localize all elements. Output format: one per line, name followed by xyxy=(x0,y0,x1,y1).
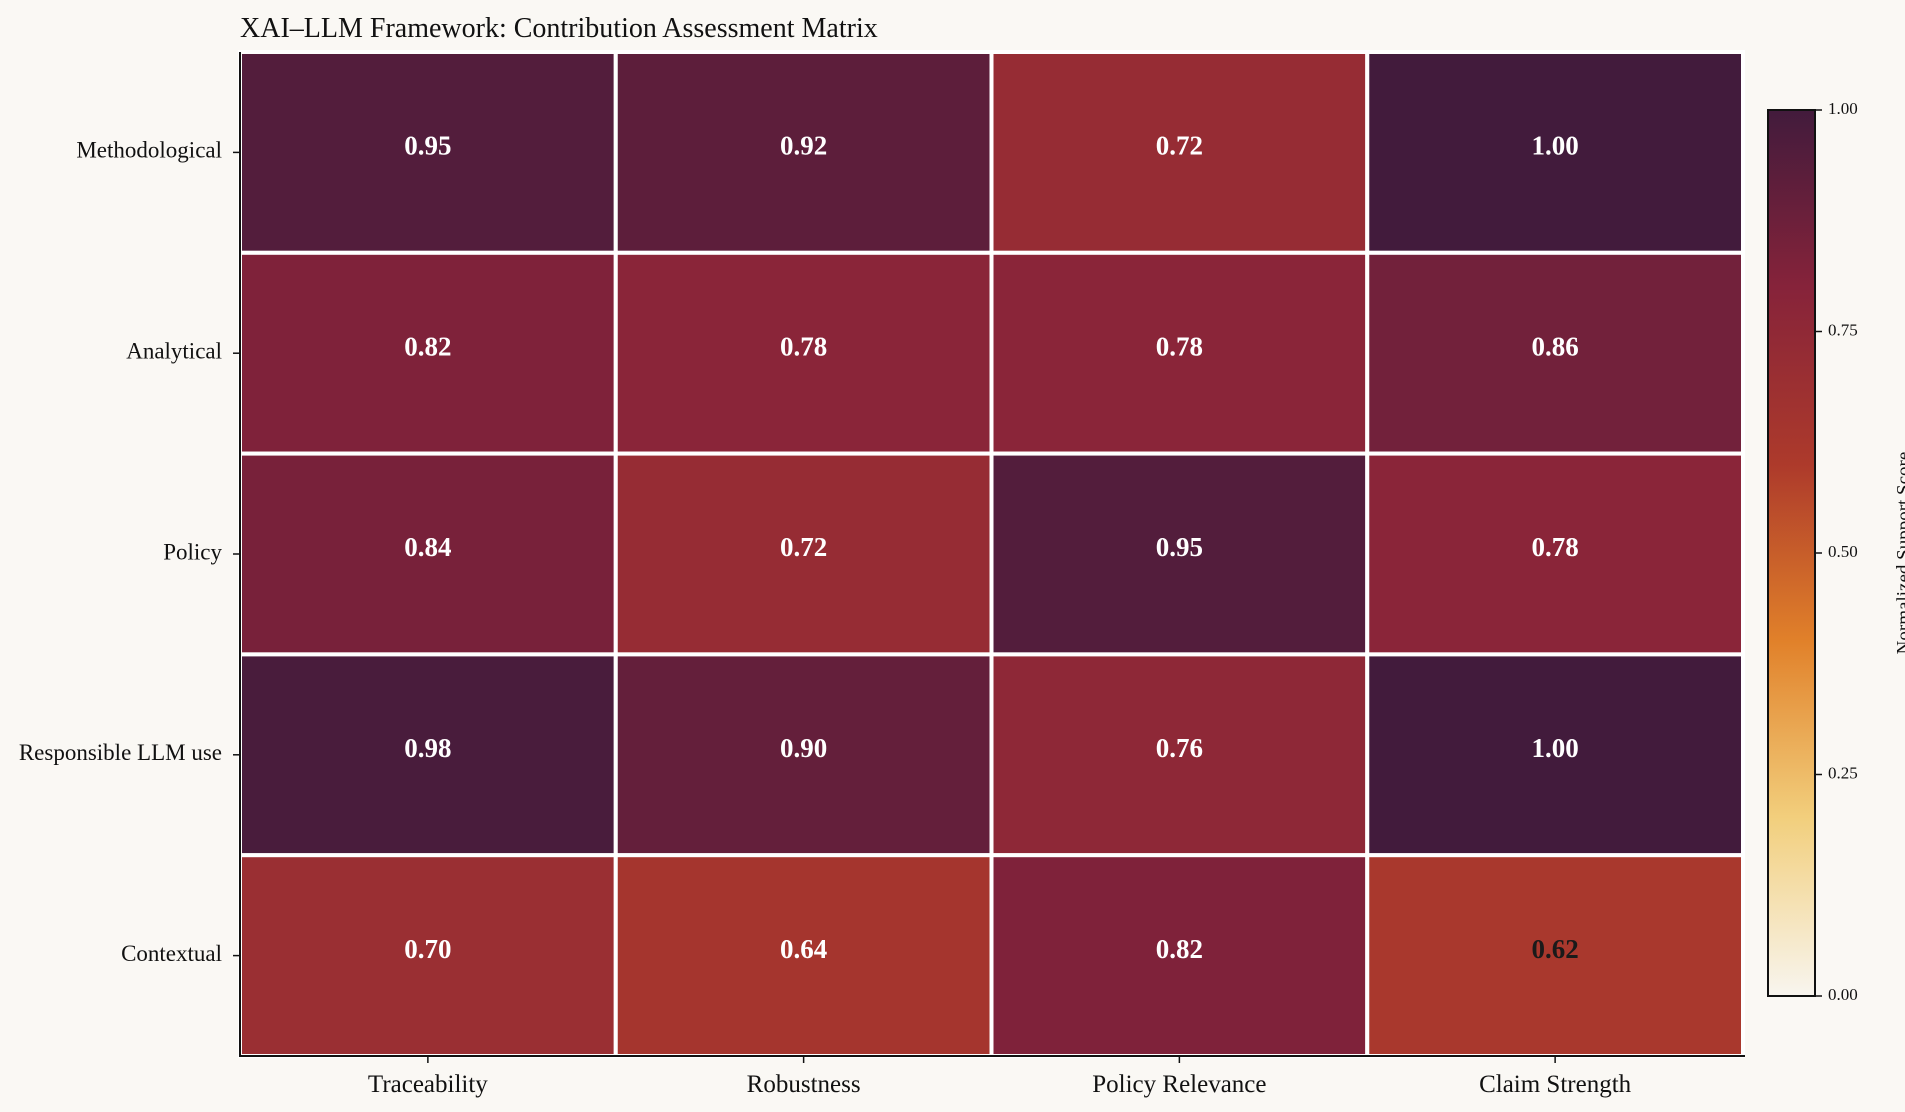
y-tick-label: Methodological xyxy=(76,138,222,163)
colorbar: 0.00 0.25 0.50 0.75 1.00 Normalized Support S… xyxy=(1767,99,1905,1004)
y-tick-label: Responsible LLM use xyxy=(19,740,222,765)
cell-value-label: 1.00 xyxy=(1532,131,1579,161)
heatmap-cell-labels: 0.95 0.92 0.72 1.00 0.82 0.78 0.78 0.86 0.84 0.72… xyxy=(404,131,1579,964)
cell-value-label: 0.76 xyxy=(1156,733,1203,763)
cell-value-label: 0.72 xyxy=(780,532,827,562)
heatmap-cell xyxy=(613,250,994,456)
heatmap-cell xyxy=(613,451,994,657)
chart-title: XAI–LLM Framework: Contribution Assessme… xyxy=(240,13,878,44)
cell-value-label: 0.78 xyxy=(1532,532,1579,562)
cell-value-label: 1.00 xyxy=(1532,733,1579,763)
colorbar-tick-label: 0.00 xyxy=(1828,985,1858,1004)
x-tick-label: Traceability xyxy=(368,1071,488,1098)
y-axis: Methodological Analytical Policy Responsibl… xyxy=(19,52,241,1057)
cell-value-label: 0.84 xyxy=(404,532,451,562)
cell-value-label: 0.72 xyxy=(1156,131,1203,161)
cell-value-label: 0.70 xyxy=(404,934,451,964)
heatmap-cell xyxy=(989,50,1370,255)
cell-value-label: 0.78 xyxy=(1156,331,1203,361)
y-tick-label: Analytical xyxy=(126,338,222,363)
x-tick-label: Claim Strength xyxy=(1479,1071,1632,1098)
y-tick-label: Policy xyxy=(163,539,222,564)
y-tick-label: Contextual xyxy=(121,941,222,966)
colorbar-tick-label: 0.50 xyxy=(1828,542,1858,561)
x-axis: Traceability Robustness Policy Relevance Cl… xyxy=(239,1055,1745,1098)
heatmap-cell xyxy=(1365,50,1745,255)
heatmap-cell xyxy=(1365,451,1745,657)
cell-value-label: 0.62 xyxy=(1532,934,1579,964)
cell-value-label: 0.90 xyxy=(780,733,827,763)
heatmap-cell xyxy=(1365,853,1745,1059)
cell-value-label: 0.82 xyxy=(404,331,451,361)
colorbar-gradient xyxy=(1767,109,1816,997)
heatmap-cell xyxy=(238,50,618,255)
heatmap-cell xyxy=(613,50,994,255)
colorbar-tick-label: 0.25 xyxy=(1828,763,1858,782)
colorbar-tick-label: 1.00 xyxy=(1828,99,1858,118)
x-tick-label: Robustness xyxy=(747,1071,861,1098)
heatmap-cell xyxy=(613,853,994,1059)
cell-value-label: 0.78 xyxy=(780,331,827,361)
cell-value-label: 0.95 xyxy=(404,131,451,161)
heatmap-cell xyxy=(1365,652,1745,858)
cell-value-label: 0.82 xyxy=(1156,934,1203,964)
x-tick-label: Policy Relevance xyxy=(1092,1071,1266,1098)
heatmap-cell xyxy=(613,652,994,858)
colorbar-label: Normalized Support Score xyxy=(1893,452,1905,655)
heatmap-cell xyxy=(989,853,1370,1059)
cell-value-label: 0.64 xyxy=(780,934,827,964)
cell-value-label: 0.86 xyxy=(1532,331,1579,361)
cell-value-label: 0.98 xyxy=(404,733,451,763)
heatmap-cell xyxy=(1365,250,1745,456)
heatmap-cells xyxy=(238,50,1745,1059)
colorbar-tick-label: 0.75 xyxy=(1828,320,1858,339)
cell-value-label: 0.92 xyxy=(780,131,827,161)
cell-value-label: 0.95 xyxy=(1156,532,1203,562)
